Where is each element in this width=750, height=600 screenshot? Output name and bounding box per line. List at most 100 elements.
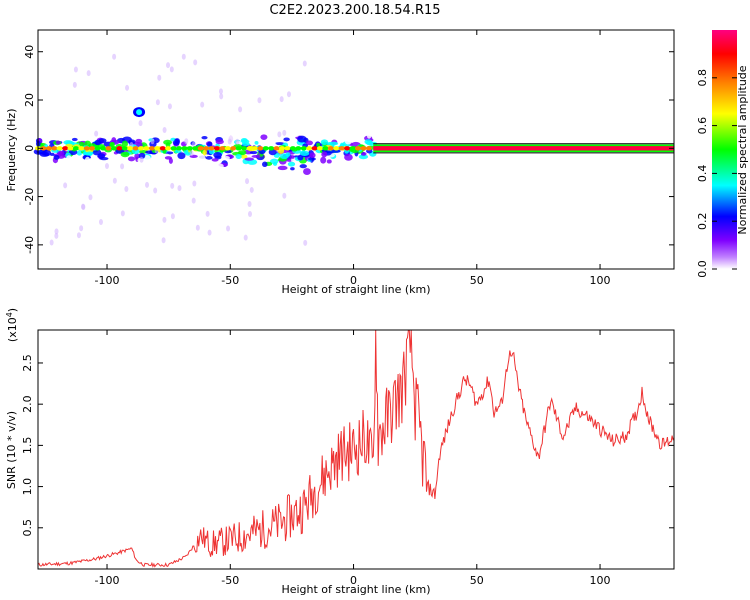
heat-cell — [92, 156, 99, 162]
heat-cell — [63, 182, 68, 189]
y-tick-label: 2.5 — [21, 354, 34, 372]
heat-cell — [279, 153, 289, 160]
heat-cell — [213, 151, 223, 158]
heat-cell — [127, 156, 136, 162]
heat-cell — [138, 120, 143, 127]
heat-ridge-cell — [83, 146, 90, 151]
heat-cell — [84, 156, 91, 164]
heat-ridge-cell — [143, 146, 150, 151]
heat-cell — [79, 225, 84, 232]
heat-ridge-cell — [349, 146, 356, 151]
heat-cell — [124, 185, 129, 192]
heat-cell — [262, 161, 268, 168]
heat-blob-core — [136, 109, 143, 116]
heat-cell — [195, 224, 200, 231]
heat-cell — [302, 60, 307, 67]
heat-cell — [290, 167, 295, 171]
y-tick-label: -40 — [23, 236, 36, 254]
heat-cell — [240, 154, 248, 159]
colorbar: 0.0 0.2 0.4 0.6 0.8 Normalized spectral ampl… — [696, 30, 749, 278]
heat-cell — [344, 138, 352, 145]
heat-cell — [66, 155, 72, 161]
heat-cell — [358, 154, 369, 160]
heat-ridge-cell — [116, 146, 123, 151]
heat-cell — [321, 151, 328, 158]
heat-cell — [162, 126, 167, 133]
heat-cell — [40, 159, 46, 166]
heat-cell — [87, 135, 93, 141]
heat-ridge-cell — [148, 146, 155, 151]
heat-cell — [72, 81, 77, 88]
heat-cell — [197, 154, 206, 162]
heat-cell — [159, 134, 165, 141]
heat-cell — [181, 53, 186, 60]
colorbar-tick-label: 0.6 — [696, 117, 709, 135]
heat-cell — [53, 154, 60, 160]
heat-ridge-cell — [230, 146, 237, 151]
heat-cell — [79, 141, 85, 148]
heat-cell — [245, 178, 250, 185]
heat-ridge-cell — [213, 146, 220, 151]
snr-frame — [37, 329, 675, 570]
heat-cell — [85, 151, 94, 155]
heat-ridge-cell — [100, 146, 107, 151]
heat-cell — [230, 166, 236, 173]
heat-cell — [138, 152, 146, 159]
y-tick-label: 0.5 — [21, 519, 34, 537]
heat-ridge-cell — [322, 146, 329, 151]
heat-cell — [308, 157, 316, 161]
colorbar-tick-label: 0.0 — [696, 260, 709, 278]
heat-ridge-cell — [105, 146, 112, 151]
heat-cell — [367, 133, 372, 139]
heat-cell — [339, 158, 345, 165]
heat-cell — [331, 149, 341, 153]
heat-ridge-cell — [176, 146, 183, 151]
heat-cell — [283, 137, 290, 142]
x-tick-label: -50 — [221, 274, 239, 287]
heat-cell — [270, 168, 276, 175]
heat-cell — [320, 139, 329, 146]
y-tick-label: 2.0 — [21, 395, 34, 413]
heat-ridge-cell — [72, 146, 79, 151]
heat-cell — [277, 131, 282, 138]
heat-ridge-cell — [154, 146, 161, 151]
heat-ridge-cell — [273, 146, 280, 151]
heat-ridge-cell — [159, 146, 166, 151]
heat-cell — [207, 229, 212, 236]
heat-ridge-cell — [170, 146, 177, 151]
heat-cell — [235, 138, 240, 145]
heat-cell — [98, 219, 103, 226]
heat-ridge-cell — [306, 146, 313, 151]
heat-ridge-cell — [327, 146, 334, 151]
ridge-band-core — [373, 146, 674, 151]
heat-cell — [347, 132, 355, 137]
heat-cell — [320, 156, 327, 164]
heat-cell — [170, 213, 175, 220]
heat-cell — [249, 151, 258, 155]
heat-ridge-cell — [45, 146, 52, 151]
snr-xlabel: Height of straight line (km) — [281, 583, 430, 596]
heat-ridge-cell — [56, 146, 63, 151]
heat-cell — [114, 159, 120, 165]
heat-cell — [279, 96, 284, 103]
y-tick-label: 1.0 — [21, 478, 34, 496]
heat-cell — [269, 158, 279, 164]
heat-ridge-cell — [67, 146, 74, 151]
heat-cell — [121, 140, 128, 148]
heat-ridge-cell — [333, 146, 340, 151]
heat-ridge-cell — [51, 146, 58, 151]
heat-ridge-cell — [94, 146, 101, 151]
heat-cell — [269, 142, 277, 148]
heat-cell — [254, 141, 259, 145]
spectrogram-heat — [33, 53, 674, 246]
heat-ridge-cell — [78, 146, 85, 151]
spectrogram-frame — [37, 29, 675, 270]
heat-cell — [155, 99, 160, 106]
x-tick-label: 0 — [350, 574, 357, 587]
heat-cell — [303, 168, 311, 175]
x-tick-label: 100 — [590, 574, 611, 587]
heat-cell — [120, 210, 125, 217]
heat-cell — [227, 138, 232, 145]
heat-cell — [201, 136, 208, 140]
